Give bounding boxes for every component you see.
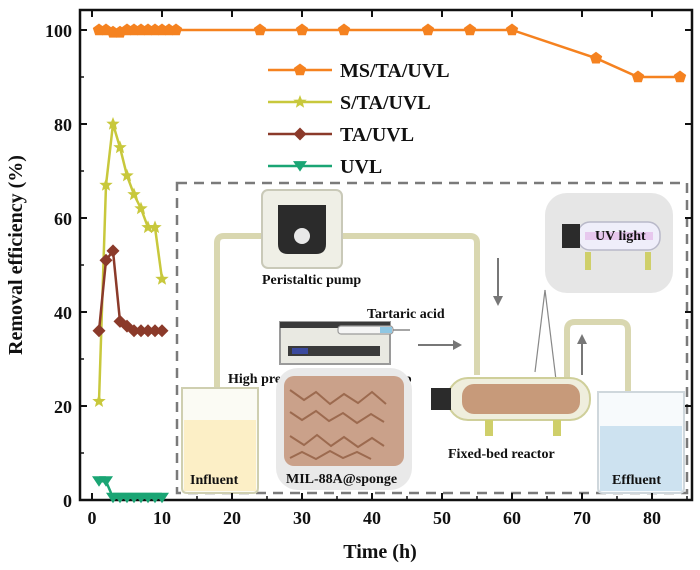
label-influent: Influent [190, 473, 239, 488]
peristaltic-pump-rotor [294, 228, 310, 244]
data-point-s-ta-uvl [148, 220, 162, 234]
series-ms-ta-uvl [92, 23, 687, 83]
label-reactor: Fixed-bed reactor [448, 447, 555, 462]
uv-lamp-cap [562, 224, 580, 248]
reactor-uv-cap [431, 388, 451, 410]
tube-reactor-to-effluent [564, 319, 631, 410]
legend-label-ms-ta-uvl: MS/TA/UVL [340, 60, 450, 82]
label-sponge: MIL-88A@sponge [286, 472, 397, 487]
data-point-ta-uvl [134, 324, 148, 338]
plot-axes: 0 10 20 30 40 50 60 70 80 0 20 40 60 80 100 Time (h) Rem… [5, 8, 694, 563]
uv-lamp-leg-left [585, 252, 591, 270]
uv-lamp-leg-right [645, 252, 651, 270]
y-tick-label: 40 [54, 303, 72, 323]
data-point-ms-ta-uvl [673, 70, 687, 83]
data-point-ms-ta-uvl [589, 51, 603, 64]
data-point-ms-ta-uvl [505, 23, 519, 36]
x-tick-label: 70 [573, 508, 591, 528]
legend-label-uvl: UVL [340, 156, 382, 178]
label-effluent: Effluent [612, 473, 661, 488]
tube-pump-to-reactor [330, 233, 480, 375]
legend-marker-uvl [293, 161, 307, 172]
data-point-uvl [155, 492, 169, 504]
x-tick-label: 40 [363, 508, 381, 528]
data-point-s-ta-uvl [92, 394, 106, 407]
label-uv-light: UV light [595, 229, 646, 244]
y-tick-label: 60 [54, 209, 72, 229]
data-point-s-ta-uvl [106, 117, 120, 130]
y-tick-label: 80 [54, 115, 72, 135]
data-point-uvl [99, 476, 113, 487]
data-point-ta-uvl [92, 324, 106, 338]
data-point-ta-uvl [127, 324, 141, 338]
influent-liquid [184, 420, 256, 491]
injection-pump-rail [280, 322, 390, 328]
sponge-swatch [284, 376, 404, 466]
syringe-fluid [380, 327, 392, 333]
y-tick-label: 20 [54, 397, 72, 417]
data-point-s-ta-uvl [134, 201, 148, 215]
x-tick-label: 20 [223, 508, 241, 528]
label-peristaltic-pump: Peristaltic pump [262, 273, 361, 288]
effluent-liquid [600, 426, 682, 491]
x-tick-label: 0 [88, 508, 97, 528]
legend: MS/TA/UVL S/TA/UVL TA/UVL UVL [268, 60, 450, 178]
tube-influent-to-pump [214, 233, 300, 395]
data-point-s-ta-uvl [141, 220, 155, 234]
data-point-ms-ta-uvl [253, 23, 267, 36]
legend-label-ta-uvl: TA/UVL [340, 124, 414, 146]
data-point-ta-uvl [141, 324, 155, 338]
y-tick-label: 100 [45, 21, 72, 41]
flow-arrow-down-head [493, 296, 503, 306]
x-tick-label: 10 [153, 508, 171, 528]
series-ta-uvl [92, 244, 169, 338]
x-tick-label: 50 [433, 508, 451, 528]
flow-arrow-up-head [577, 334, 587, 344]
y-tick-label: 0 [63, 491, 72, 511]
injection-pump-slot [288, 346, 380, 356]
series-uvl [92, 476, 169, 504]
series-s-ta-uvl [92, 117, 169, 407]
x-axis-label: Time (h) [343, 541, 417, 563]
legend-marker-s-ta-uvl [293, 95, 307, 108]
data-point-ta-uvl [106, 244, 120, 258]
legend-label-s-ta-uvl: S/TA/UVL [340, 92, 431, 114]
flow-arrow-right-head [453, 340, 462, 350]
plot-series [92, 23, 687, 504]
data-point-s-ta-uvl [127, 187, 141, 201]
uv-callout-line-a [544, 289, 558, 389]
data-point-s-ta-uvl [99, 178, 113, 191]
legend-marker-ta-uvl [293, 127, 307, 141]
data-point-s-ta-uvl [120, 168, 134, 182]
data-point-ms-ta-uvl [463, 23, 477, 36]
x-tick-label: 80 [643, 508, 661, 528]
label-tartaric-acid: Tartaric acid [367, 307, 445, 322]
injection-pump-syringe-window [292, 348, 308, 354]
reactor-schematic-inset: Peristaltic pump Tartaric acid High prec… [175, 181, 689, 495]
data-point-ta-uvl [99, 253, 113, 267]
data-point-ms-ta-uvl [169, 23, 183, 36]
legend-marker-ms-ta-uvl [293, 63, 307, 76]
reactor-bed [462, 384, 580, 414]
reactor-leg-left [485, 420, 493, 436]
inset-dashed-border [175, 181, 689, 495]
uv-callout-line-b [534, 289, 546, 373]
reactor-leg-right [553, 420, 561, 436]
data-point-ms-ta-uvl [295, 23, 309, 36]
x-tick-label: 30 [293, 508, 311, 528]
data-point-s-ta-uvl [155, 272, 169, 285]
data-point-ta-uvl [155, 324, 169, 338]
data-point-ms-ta-uvl [631, 70, 645, 83]
data-point-s-ta-uvl [113, 140, 127, 154]
plot-frame [78, 8, 694, 502]
x-tick-label: 60 [503, 508, 521, 528]
uv-lamp-glow [585, 232, 653, 240]
sponge-texture [289, 389, 387, 461]
data-point-ta-uvl [148, 324, 162, 338]
data-point-ms-ta-uvl [337, 23, 351, 36]
data-point-ms-ta-uvl [421, 23, 435, 36]
y-axis-label: Removal efficiency (%) [5, 155, 27, 355]
